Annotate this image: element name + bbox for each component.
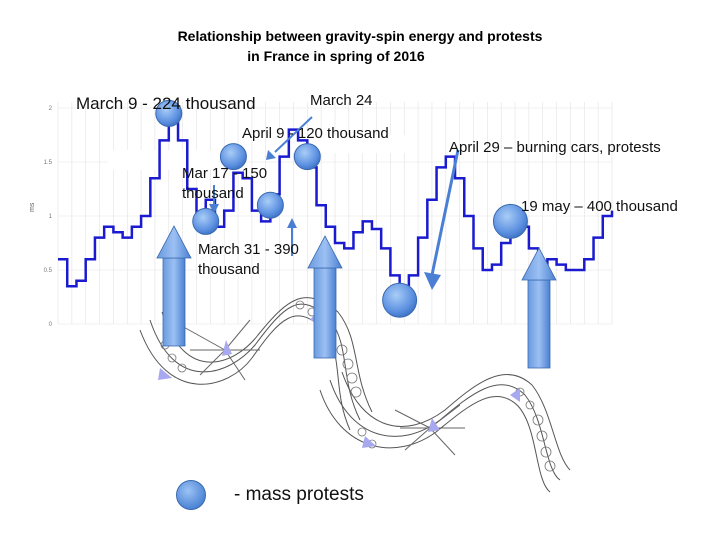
y-axis: 0 0.5 1 1.5 2 — [44, 106, 53, 328]
annotation-april-29: April 29 – burning cars, protests — [449, 139, 661, 156]
annotation-march-9: March 9 - 224 thousand — [76, 94, 256, 113]
protest-markers — [155, 99, 528, 318]
protest-marker — [219, 143, 247, 171]
pointer-arrow — [209, 185, 219, 214]
y-tick-label: 1 — [49, 214, 53, 220]
title-line-1: Relationship between gravity-spin energy… — [177, 28, 543, 44]
annotation-april-9: April 9 - 120 thousand — [242, 125, 389, 142]
y-tick-label: 2 — [49, 106, 53, 112]
pointer-arrow — [424, 149, 460, 290]
mask-block — [108, 150, 218, 170]
up-arrow — [307, 235, 343, 359]
up-arrow — [521, 247, 557, 369]
protest-marker — [192, 207, 220, 235]
protest-marker-legend-icon — [176, 480, 206, 510]
y-tick-label: 1.5 — [44, 160, 53, 166]
pointer-arrow — [266, 116, 313, 160]
annotation-march-24: March 24 — [310, 92, 373, 109]
annotation-mar-17-line1: Mar 17 - 150 — [182, 165, 268, 182]
protest-marker — [382, 282, 418, 318]
annotation-may-19: 19 may – 400 thousand — [521, 198, 678, 215]
annotation-march-31-line2: thousand — [198, 261, 260, 278]
y-axis-label: ms — [29, 202, 36, 212]
y-tick-label: 0.5 — [44, 268, 53, 274]
protest-marker — [256, 191, 284, 219]
up-arrow — [156, 225, 192, 347]
legend-label: - mass protests — [234, 484, 364, 505]
annotation-mar-17-line2: thousand — [182, 185, 244, 202]
chart-title: Relationship between gravity-spin energy… — [0, 26, 720, 66]
annotation-march-31-line1: March 31 - 390 — [198, 241, 299, 258]
protest-marker — [492, 203, 528, 239]
title-line-2: in France in spring of 2016 — [247, 48, 425, 64]
y-tick-label: 0 — [49, 322, 53, 328]
protest-marker — [293, 143, 321, 171]
spin-wave-illustration — [139, 297, 571, 493]
pointer-arrow — [287, 218, 297, 256]
protest-marker — [155, 99, 183, 127]
